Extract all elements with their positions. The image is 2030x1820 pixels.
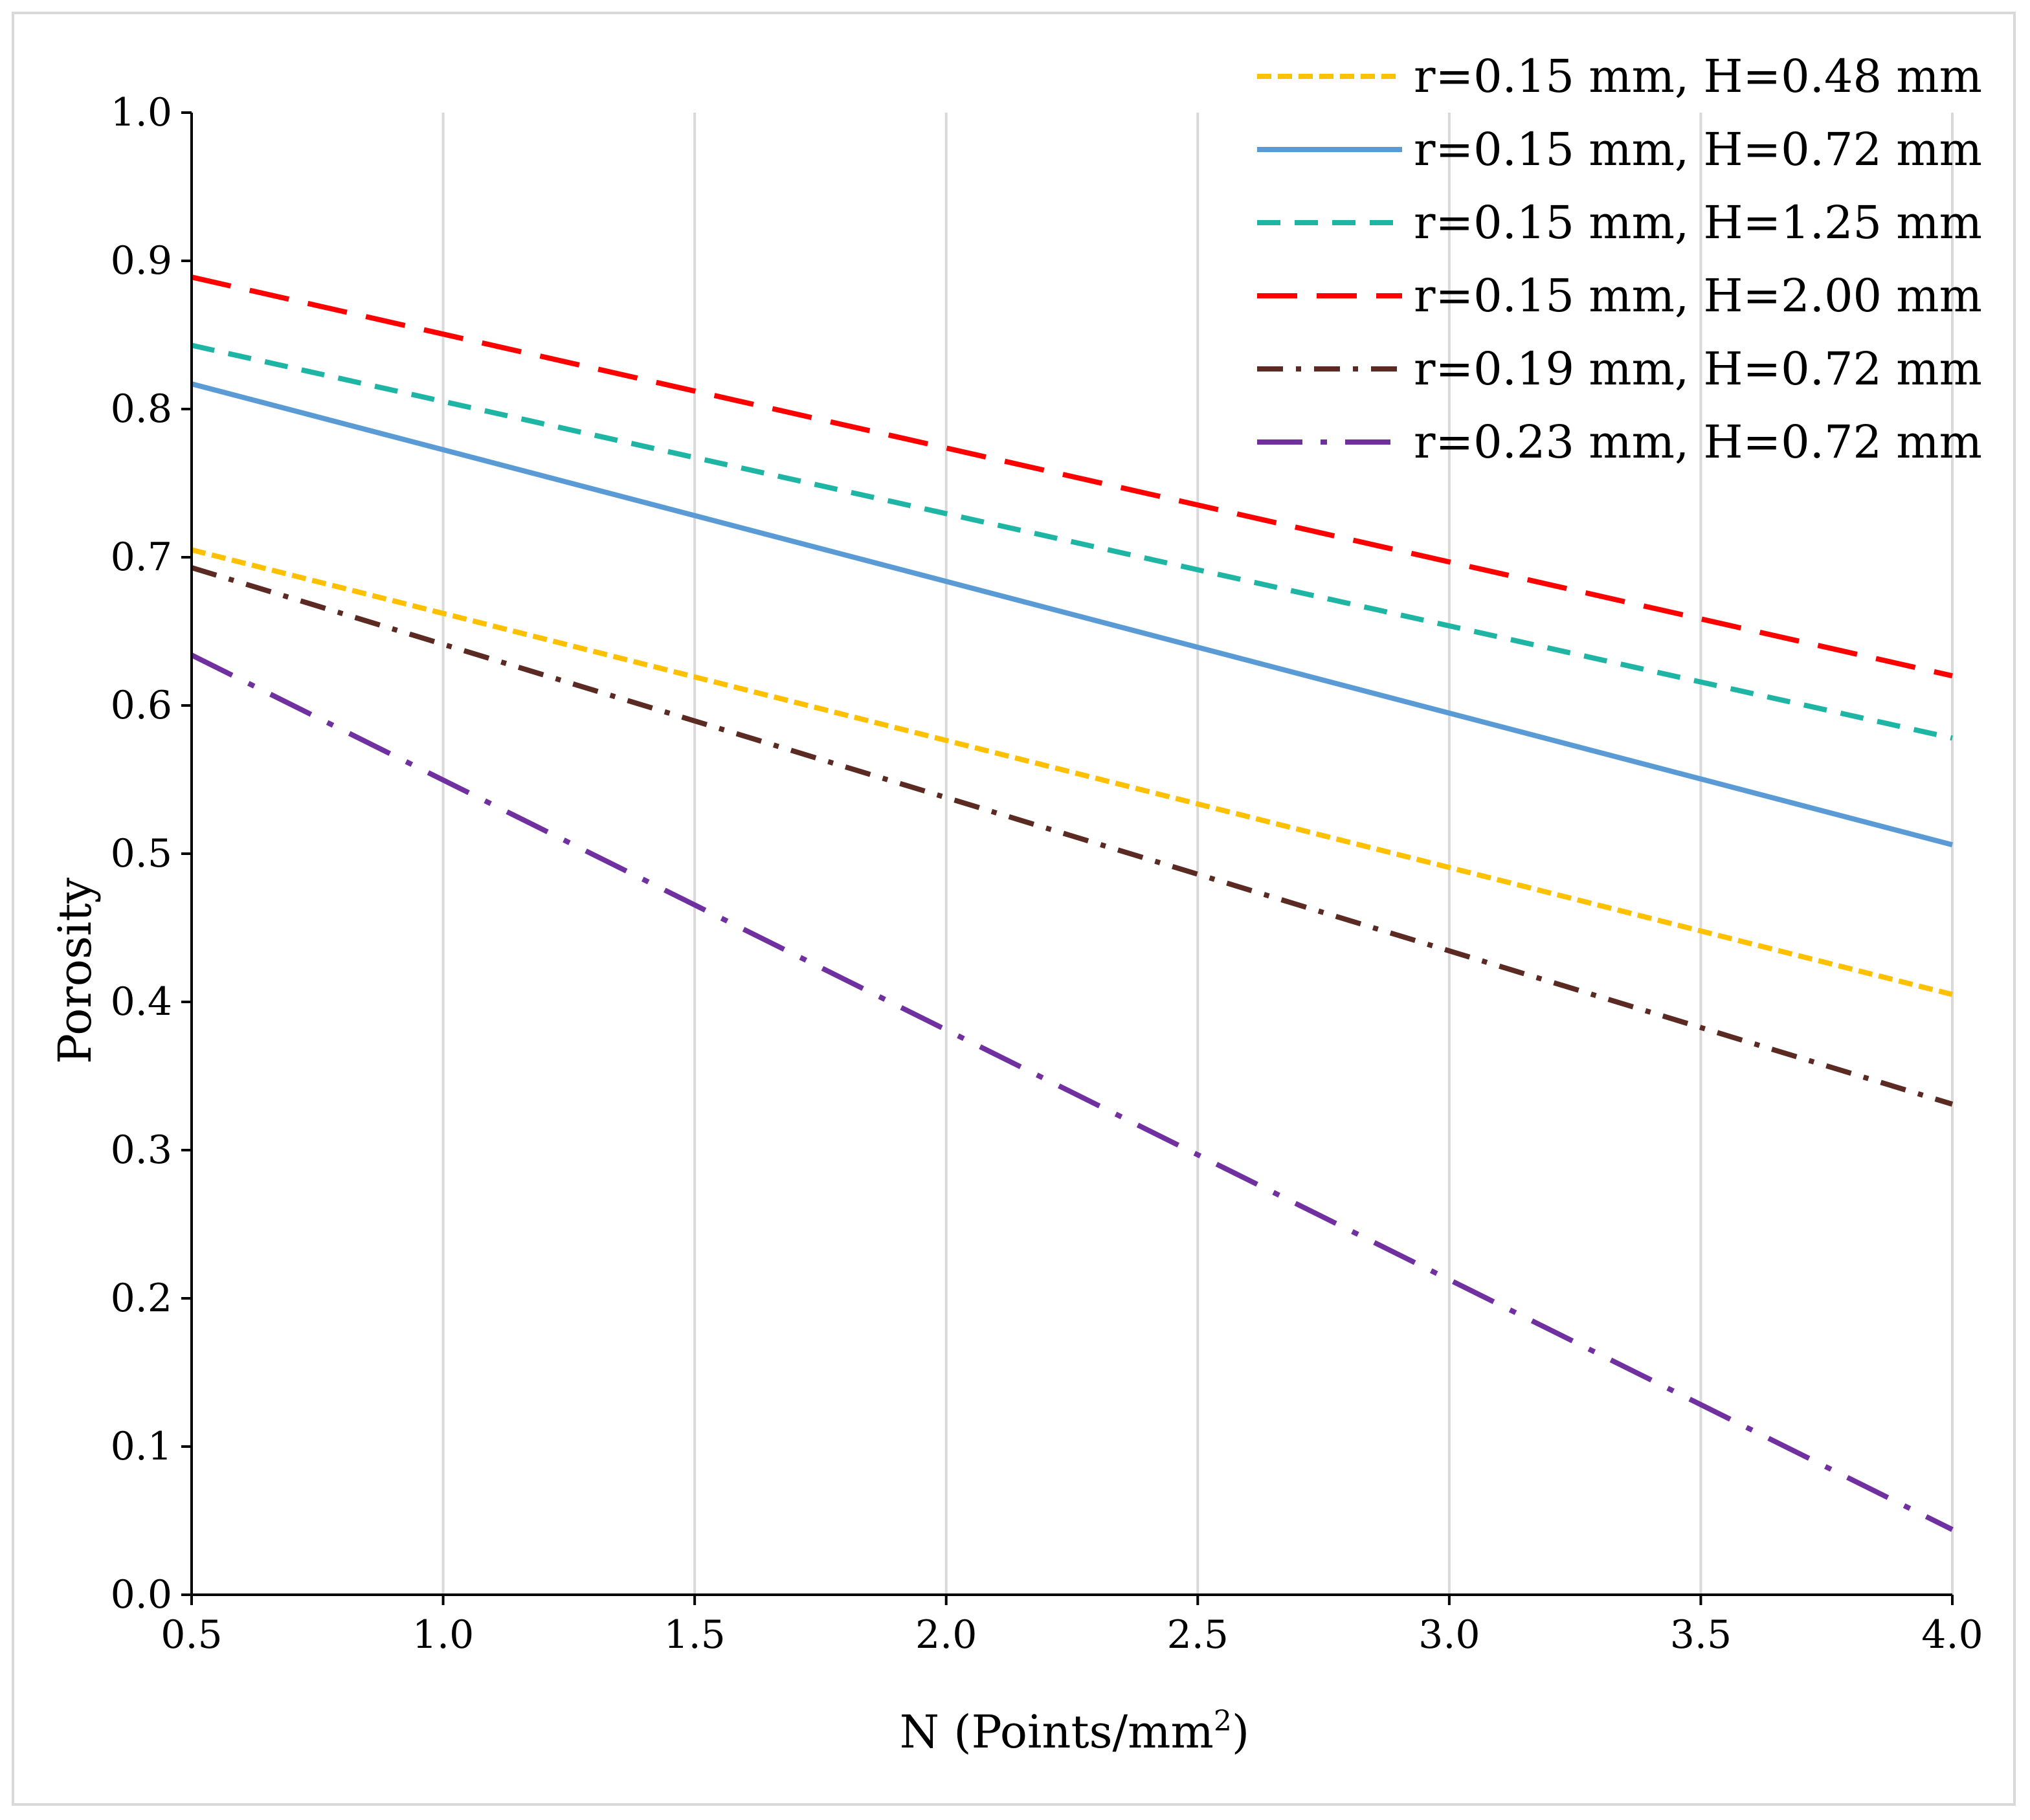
y-tick-label: 0.6 [111,683,172,728]
y-tick-label: 0.9 [111,238,172,283]
grid-layer [441,113,1954,1595]
y-tick-label: 0.3 [111,1127,172,1173]
legend-label-5: r=0.19 mm, H=0.72 mm [1414,342,1982,395]
x-tick-label: 2.5 [1167,1612,1229,1658]
x-tick-label: 1.0 [412,1612,474,1658]
label-layer: N (Points/mm2) Porosity [49,878,1249,1759]
series-line-4 [191,274,1953,679]
series-line-5 [190,565,1954,1107]
series-line-2 [190,381,1954,848]
legend-label-4: r=0.15 mm, H=2.00 mm [1414,269,1982,322]
series-layer [190,274,1954,1532]
x-tick-label: 3.5 [1670,1612,1732,1658]
y-tick-label: 1.0 [111,90,172,135]
y-tick-label: 0.0 [111,1572,172,1617]
y-axis-title: Porosity [49,878,102,1064]
x-tick-label: 0.5 [161,1612,222,1658]
y-tick-label: 0.7 [111,535,172,580]
legend-label-2: r=0.15 mm, H=0.72 mm [1414,123,1982,176]
legend-label-3: r=0.15 mm, H=1.25 mm [1414,196,1982,249]
x-axis-title: N (Points/mm2) [900,1705,1249,1759]
y-tick-label: 0.5 [111,831,172,876]
y-tick-label: 0.2 [111,1276,172,1321]
y-tick-label: 0.1 [111,1424,172,1469]
tick-layer: 0.5 1.0 1.5 2.0 2.5 3.0 3.5 4.0 0.0 0.1 0.2 0.3 0.4 0… [111,90,1983,1658]
series-line-6 [190,652,1954,1532]
legend-label-1: r=0.15 mm, H=0.48 mm [1414,50,1982,103]
x-tick-label: 3.0 [1418,1612,1480,1658]
x-tick-label: 2.0 [915,1612,977,1658]
x-tick-label: 1.5 [664,1612,725,1658]
series-line-1 [191,547,1953,997]
series-line-3 [191,342,1953,741]
x-tick-label: 4.0 [1921,1612,1983,1658]
legend-label-6: r=0.23 mm, H=0.72 mm [1414,416,1982,469]
legend: r=0.15 mm, H=0.48 mm r=0.15 mm, H=0.72 mm… [1257,50,1982,469]
y-tick-label: 0.4 [111,979,172,1025]
y-tick-label: 0.8 [111,386,172,432]
